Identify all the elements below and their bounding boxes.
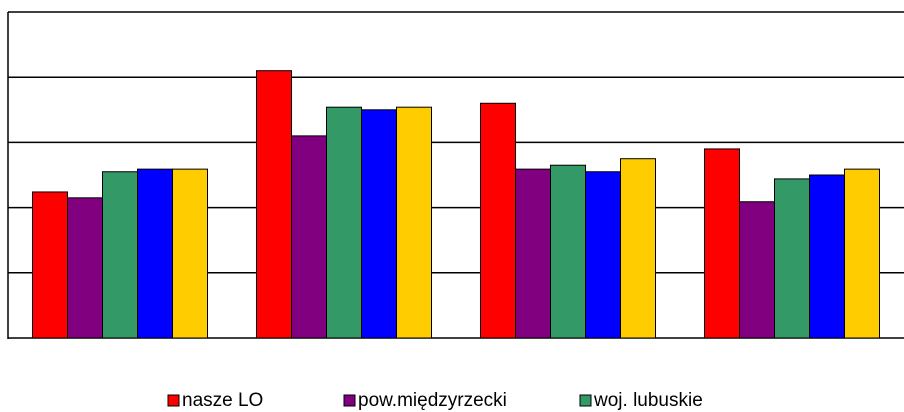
bar <box>102 171 138 339</box>
bar <box>291 135 327 339</box>
bar <box>739 201 775 339</box>
bar <box>809 174 845 339</box>
legend-label: nasze LO <box>182 390 263 411</box>
bar <box>172 168 208 339</box>
legend-swatch <box>579 394 592 407</box>
bar <box>396 106 432 339</box>
bar <box>326 106 362 339</box>
bar <box>137 168 173 339</box>
legend-swatch <box>343 394 356 407</box>
bar <box>704 148 740 339</box>
legend-label: woj. lubuskie <box>593 390 703 411</box>
bar <box>774 178 810 339</box>
bar <box>585 171 621 339</box>
bar <box>515 168 551 339</box>
legend-swatch <box>167 394 180 407</box>
bar <box>550 164 586 339</box>
bar <box>32 191 68 339</box>
bar <box>67 197 103 339</box>
bar <box>256 70 292 339</box>
bar <box>480 102 516 339</box>
bar <box>361 109 397 339</box>
bar <box>844 168 880 339</box>
legend-label: pow.międzyrzecki <box>358 390 507 411</box>
bar <box>620 158 656 339</box>
